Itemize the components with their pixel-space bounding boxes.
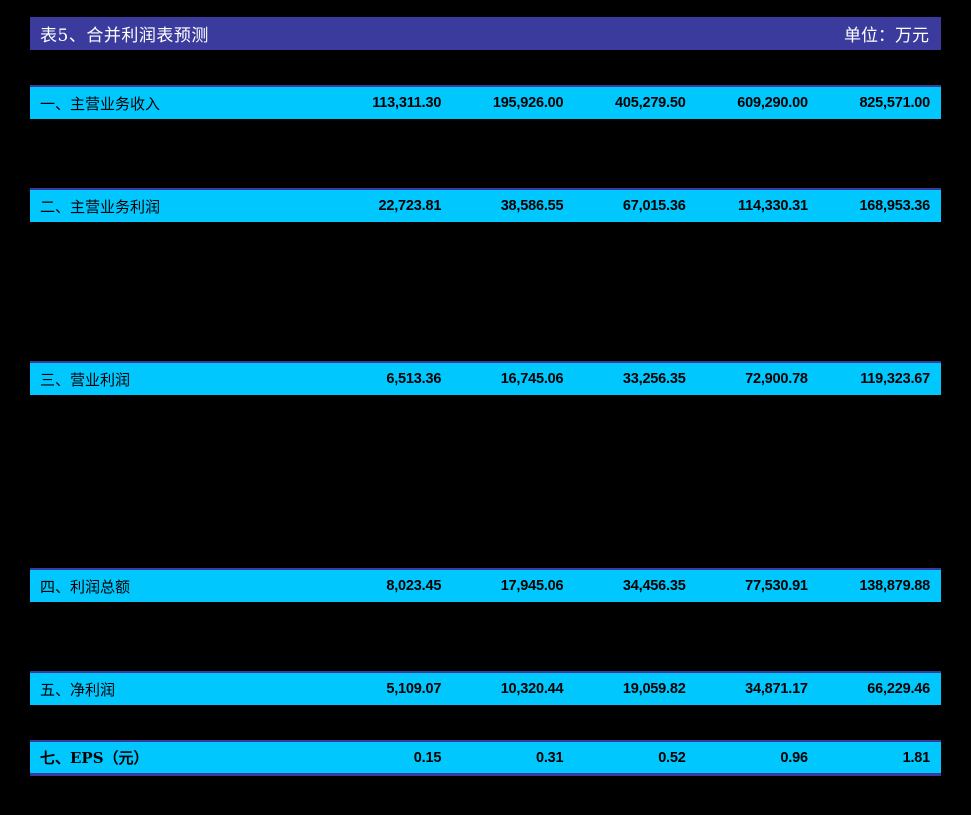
table-cell: 195,926.00 [492,95,564,111]
table-cell: 0.31 [535,749,564,766]
table-cell: 38,586.55 [500,198,564,214]
table-cell: 10,320.44 [500,681,564,697]
table-cell: 72,900.78 [745,371,808,387]
table-cell: 0.15 [413,749,442,766]
table-cell: 138,879.88 [859,578,931,594]
row-values: 113,311.30 195,926.00 405,279.50 609,290.00… [330,87,941,119]
table-cell: 34,871.17 [745,681,808,697]
table-cell: 168,953.36 [859,198,931,214]
row-label: 五、净利润 [40,680,116,699]
table-cell: 6,513.36 [386,371,442,387]
table-cell: 67,015.36 [622,198,686,214]
table-cell: 1.81 [902,749,931,766]
row-values: 6,513.36 16,745.06 33,256.35 72,900.78 119,3… [330,363,941,395]
table-unit-label: 单位：万元 [844,26,929,46]
row-label: 七、EPS（元） [40,749,149,767]
table-row: 五、净利润 5,109.07 10,320.44 19,059.82 34,871.17… [30,671,941,705]
table-cell: 0.96 [780,749,808,766]
table-cell: 22,723.81 [378,198,442,214]
row-values: 5,109.07 10,320.44 19,059.82 34,871.17 66,22… [330,673,941,705]
table-cell: 34,456.35 [622,578,686,594]
table-cell: 405,279.50 [615,95,686,111]
row-label: 三、营业利润 [40,370,131,389]
table-cell: 114,330.31 [738,198,808,214]
row-label: 四、利润总额 [40,577,131,596]
table-cell: 8,023.45 [386,578,442,594]
row-label: 二、主营业务利润 [40,197,161,216]
table-cell: 609,290.00 [737,95,808,111]
table-title-bar: 表5、合并利润表预测 单位：万元 [30,17,941,50]
table-row: 二、主营业务利润 22,723.81 38,586.55 67,015.36 114,3… [30,188,941,222]
table-cell: 16,745.06 [500,371,564,387]
table-cell: 33,256.35 [622,371,686,387]
table-title: 表5、合并利润表预测 [40,26,209,46]
row-values: 8,023.45 17,945.06 34,456.35 77,530.91 138,8… [330,570,941,602]
table-row: 三、营业利润 6,513.36 16,745.06 33,256.35 72,900.7… [30,361,941,395]
table-cell: 0.52 [658,749,686,766]
table-row: 七、EPS（元） 0.15 0.31 0.52 0.96 1.81 [30,740,941,776]
table-cell: 19,059.82 [622,681,686,697]
table-cell: 119,323.67 [860,371,931,387]
row-values: 0.15 0.31 0.52 0.96 1.81 [330,742,941,773]
table-cell: 66,229.46 [867,681,931,697]
table-cell: 825,571.00 [859,95,931,111]
table-row: 一、主营业务收入 113,311.30 195,926.00 405,279.50 60… [30,85,941,119]
table-cell: 5,109.07 [386,681,442,697]
table-cell: 113,311.30 [372,95,442,111]
table-cell: 17,945.06 [500,578,564,594]
table-row: 四、利润总额 8,023.45 17,945.06 34,456.35 77,530.9… [30,568,941,602]
row-label: 一、主营业务收入 [40,94,161,113]
table-cell: 77,530.91 [745,578,808,594]
row-values: 22,723.81 38,586.55 67,015.36 114,330.31 168… [330,190,941,222]
